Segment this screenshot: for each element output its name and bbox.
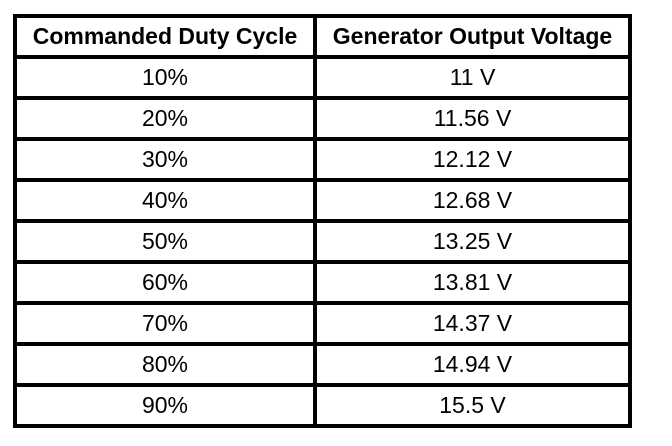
voltage-cell: 11.56 V [313,96,632,141]
table-row: 40% 12.68 V [13,178,632,223]
duty-cycle-cell: 40% [13,178,317,223]
duty-cycle-cell: 50% [13,219,317,264]
duty-cycle-voltage-table: Commanded Duty Cycle Generator Output Vo… [13,14,632,428]
table-row: 60% 13.81 V [13,260,632,305]
duty-cycle-cell: 90% [13,383,317,428]
table-row: 50% 13.25 V [13,219,632,264]
table-row: 90% 15.5 V [13,383,632,428]
column-header-duty-cycle: Commanded Duty Cycle [13,14,317,59]
table-row: 10% 11 V [13,55,632,100]
voltage-cell: 12.68 V [313,178,632,223]
table-row: 30% 12.12 V [13,137,632,182]
voltage-cell: 11 V [313,55,632,100]
voltage-cell: 14.94 V [313,342,632,387]
voltage-cell: 14.37 V [313,301,632,346]
table-row: 70% 14.37 V [13,301,632,346]
duty-cycle-cell: 80% [13,342,317,387]
voltage-cell: 13.81 V [313,260,632,305]
duty-cycle-cell: 20% [13,96,317,141]
voltage-cell: 13.25 V [313,219,632,264]
duty-cycle-cell: 30% [13,137,317,182]
table-row: 80% 14.94 V [13,342,632,387]
table-container: Commanded Duty Cycle Generator Output Vo… [13,14,632,428]
voltage-cell: 15.5 V [313,383,632,428]
table-body: 10% 11 V 20% 11.56 V 30% 12.12 V 40% 12.68 V 50%… [13,55,632,428]
voltage-cell: 12.12 V [313,137,632,182]
table-row: 20% 11.56 V [13,96,632,141]
header-row: Commanded Duty Cycle Generator Output Vo… [13,14,632,59]
duty-cycle-cell: 70% [13,301,317,346]
column-header-voltage: Generator Output Voltage [313,14,632,59]
duty-cycle-cell: 10% [13,55,317,100]
duty-cycle-cell: 60% [13,260,317,305]
